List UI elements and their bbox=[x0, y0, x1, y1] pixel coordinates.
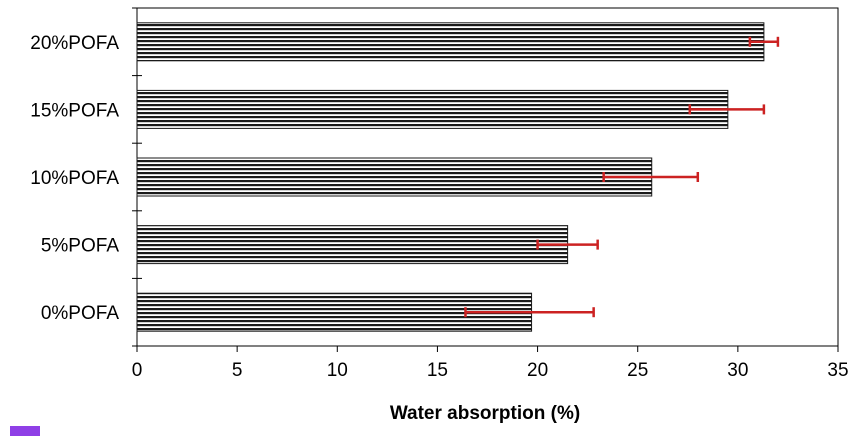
error-bar bbox=[602, 172, 700, 182]
error-bars bbox=[464, 36, 780, 318]
error-bar bbox=[688, 104, 766, 115]
x-tick-label: 10 bbox=[327, 360, 348, 381]
x-tick-label: 25 bbox=[627, 360, 648, 381]
x-tick-label: 15 bbox=[427, 360, 448, 381]
corner-mark bbox=[10, 426, 40, 436]
error-bar bbox=[748, 36, 780, 47]
error-bar bbox=[464, 307, 595, 318]
category-label: 15%POFA bbox=[30, 100, 119, 121]
bars bbox=[136, 22, 765, 332]
x-tick-label: 30 bbox=[727, 360, 748, 381]
category-label: 5%POFA bbox=[41, 236, 119, 257]
x-axis-ticks: 0 5 10 15 20 25 30 35 bbox=[132, 346, 849, 381]
bar bbox=[136, 157, 653, 197]
error-bar bbox=[536, 239, 599, 250]
bar bbox=[136, 22, 765, 62]
x-axis-title: Water absorption (%) bbox=[390, 403, 580, 424]
bar bbox=[136, 89, 729, 129]
category-label: 10%POFA bbox=[30, 168, 119, 189]
category-label: 0%POFA bbox=[41, 303, 119, 324]
x-tick-label: 0 bbox=[132, 360, 143, 381]
x-tick-label: 20 bbox=[527, 360, 548, 381]
category-label: 20%POFA bbox=[30, 33, 119, 54]
bar bbox=[136, 225, 569, 265]
y-axis-ticks: 0%POFA 5%POFA 10%POFA 15%POFA 20%POFA bbox=[30, 7, 142, 347]
x-tick-label: 35 bbox=[827, 360, 848, 381]
x-tick-label: 5 bbox=[232, 360, 243, 381]
